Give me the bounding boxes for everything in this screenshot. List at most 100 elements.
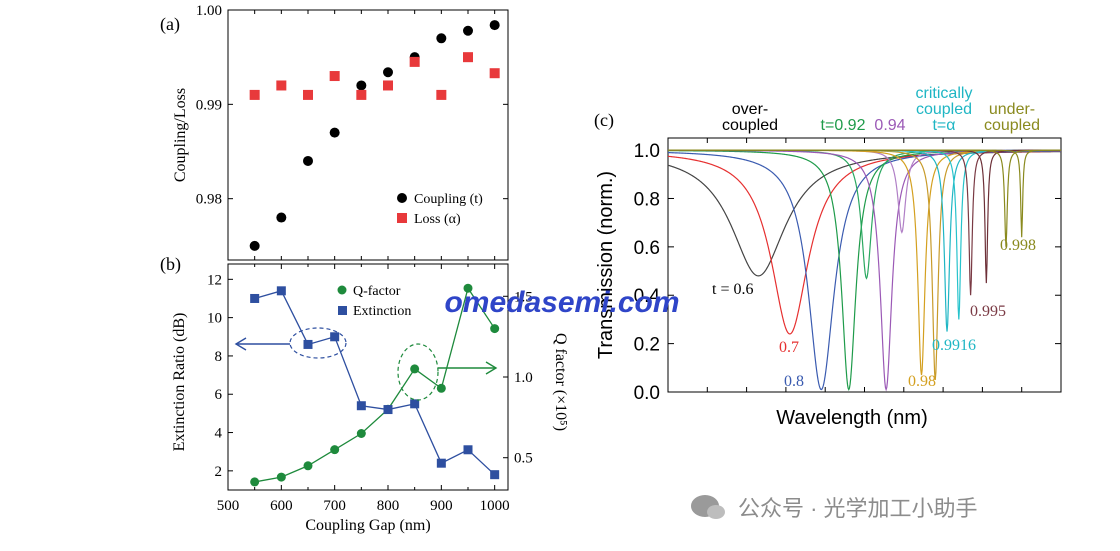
b-point-qfactor <box>276 472 286 482</box>
b-point-qfactor <box>356 429 366 438</box>
b-point-extinction <box>250 293 260 303</box>
a-ytick-label: 1.00 <box>196 3 222 19</box>
b-line-extinction <box>254 290 496 476</box>
b-point-extinction <box>356 401 366 411</box>
b-ytick-right-label: 1.0 <box>514 370 533 386</box>
b-point-qfactor <box>463 283 473 293</box>
panel-b-lines <box>254 286 496 483</box>
a-point-loss <box>249 89 260 100</box>
c-ytick-label: 0.8 <box>634 189 660 210</box>
b-ytick-left-label: 10 <box>207 311 222 327</box>
b-point-qfactor <box>250 477 260 487</box>
region-critical-line2: coupled <box>916 101 972 118</box>
b-point-extinction <box>330 332 340 342</box>
qfactor-highlight-ellipse <box>397 343 439 401</box>
panel-a-points <box>249 20 500 251</box>
b-point-extinction <box>436 458 446 468</box>
a-point-loss <box>303 89 313 100</box>
panel-b-ylabel-right: Q factor (×10⁵) <box>552 333 569 431</box>
panel-b-legend: Q-factor Extinction <box>337 284 411 319</box>
panel-b-label: (b) <box>160 254 181 275</box>
wechat-icon-bubble <box>707 505 725 519</box>
a-point-loss <box>383 80 393 91</box>
a-point-loss <box>436 89 447 100</box>
region-under-coupled-line1: under- <box>989 101 1035 118</box>
legend-coupling-label: Coupling (t) <box>414 192 483 207</box>
right-axis-arrow-head <box>485 361 498 375</box>
b-ytick-left-label: 4 <box>215 426 223 442</box>
a-ytick-label: 0.99 <box>196 97 222 113</box>
b-point-extinction <box>383 405 393 415</box>
legend-loss-marker <box>397 213 407 223</box>
b-xtick-label: 900 <box>430 498 453 514</box>
panel-b-ylabel-left: Extinction Ratio (dB) <box>171 313 188 452</box>
b-point-extinction <box>303 339 313 349</box>
b-point-qfactor <box>303 461 313 471</box>
region-t092-label: t=0.92 <box>821 117 866 134</box>
panel-c: (c) 0.0 0.2 0.4 0.6 0.8 1.0 Transmission (nor… <box>594 85 1062 429</box>
region-t094-label: 0.94 <box>874 117 905 134</box>
watermark-wechat: 公众号 · 光学加工小助手 <box>738 496 978 521</box>
b-xtick-label: 500 <box>217 498 240 514</box>
c-curve-092b <box>668 149 1061 280</box>
legend-extinction-marker <box>338 306 347 315</box>
panel-a-frame <box>227 9 509 261</box>
legend-qfactor-marker <box>337 285 347 295</box>
legend-extinction-label: Extinction <box>353 304 411 319</box>
c-ytick-label: 0.4 <box>634 286 661 307</box>
region-over-coupled-line2: coupled <box>722 117 778 134</box>
panel-a-label: (a) <box>160 14 180 35</box>
curve-label-098: 0.98 <box>908 373 936 390</box>
curve-label-08: 0.8 <box>784 373 804 390</box>
panel-b: (b) 2 4 6 8 10 12 0.5 1.0 1.5 500 600 700 800 900 1000… <box>160 254 569 534</box>
a-ytick-label: 0.98 <box>196 192 222 208</box>
curve-label-t06: t = 0.6 <box>712 281 753 298</box>
curve-label-09916: 0.9916 <box>932 337 976 354</box>
panel-b-points <box>250 283 500 487</box>
a-point-loss <box>463 52 473 63</box>
region-over-coupled-line1: over- <box>732 101 768 118</box>
b-ytick-left-label: 6 <box>215 387 223 403</box>
panel-a: (a) 0.98 0.99 1.00 Coupling/Loss Coupling … <box>160 3 509 261</box>
curve-label-07: 0.7 <box>779 339 799 356</box>
legend-qfactor-label: Q-factor <box>353 284 401 299</box>
c-ytick-label: 0.2 <box>634 335 660 356</box>
a-point-coupling <box>383 67 393 78</box>
b-point-qfactor <box>436 383 446 393</box>
a-point-loss <box>489 68 500 79</box>
b-ytick-right-label: 0.5 <box>514 451 533 467</box>
a-point-loss <box>409 56 420 67</box>
panel-b-xlabel: Coupling Gap (nm) <box>305 517 430 534</box>
c-curve-0998 <box>668 149 1062 247</box>
panel-a-ylabel: Coupling/Loss <box>172 88 189 182</box>
c-ytick-label: 0.6 <box>634 238 660 259</box>
curve-label-0995: 0.995 <box>970 303 1006 320</box>
a-point-coupling <box>436 33 447 44</box>
legend-loss-label: Loss (α) <box>414 212 461 227</box>
a-point-loss <box>356 89 367 100</box>
b-xtick-label: 600 <box>270 498 293 514</box>
b-xtick-label: 1000 <box>480 498 510 514</box>
b-point-qfactor <box>330 445 340 455</box>
a-point-coupling <box>329 127 340 138</box>
wechat-watermark: 公众号 · 光学加工小助手 <box>691 495 978 521</box>
b-line-qfactor <box>254 286 496 483</box>
c-curve-0998b <box>668 149 1062 238</box>
b-point-qfactor <box>410 364 420 374</box>
b-point-extinction <box>463 445 473 455</box>
b-point-extinction <box>276 286 286 296</box>
b-ytick-left-label: 12 <box>207 272 222 288</box>
curve-label-0998: 0.998 <box>1000 237 1036 254</box>
c-curve-t06 <box>667 151 1062 277</box>
panel-c-ylabel: Transmission (norm.) <box>595 171 617 359</box>
b-ytick-right-label: 1.5 <box>514 289 533 305</box>
b-point-extinction <box>410 399 420 409</box>
c-ytick-label: 0.0 <box>634 383 660 404</box>
panel-b-ticks: 2 4 6 8 10 12 0.5 1.0 1.5 500 600 700 800 900 1000 <box>207 264 533 514</box>
b-xtick-label: 800 <box>377 498 400 514</box>
extinction-highlight-ellipse <box>289 327 347 359</box>
region-under-coupled-line2: coupled <box>984 117 1040 134</box>
b-point-extinction <box>490 470 500 480</box>
